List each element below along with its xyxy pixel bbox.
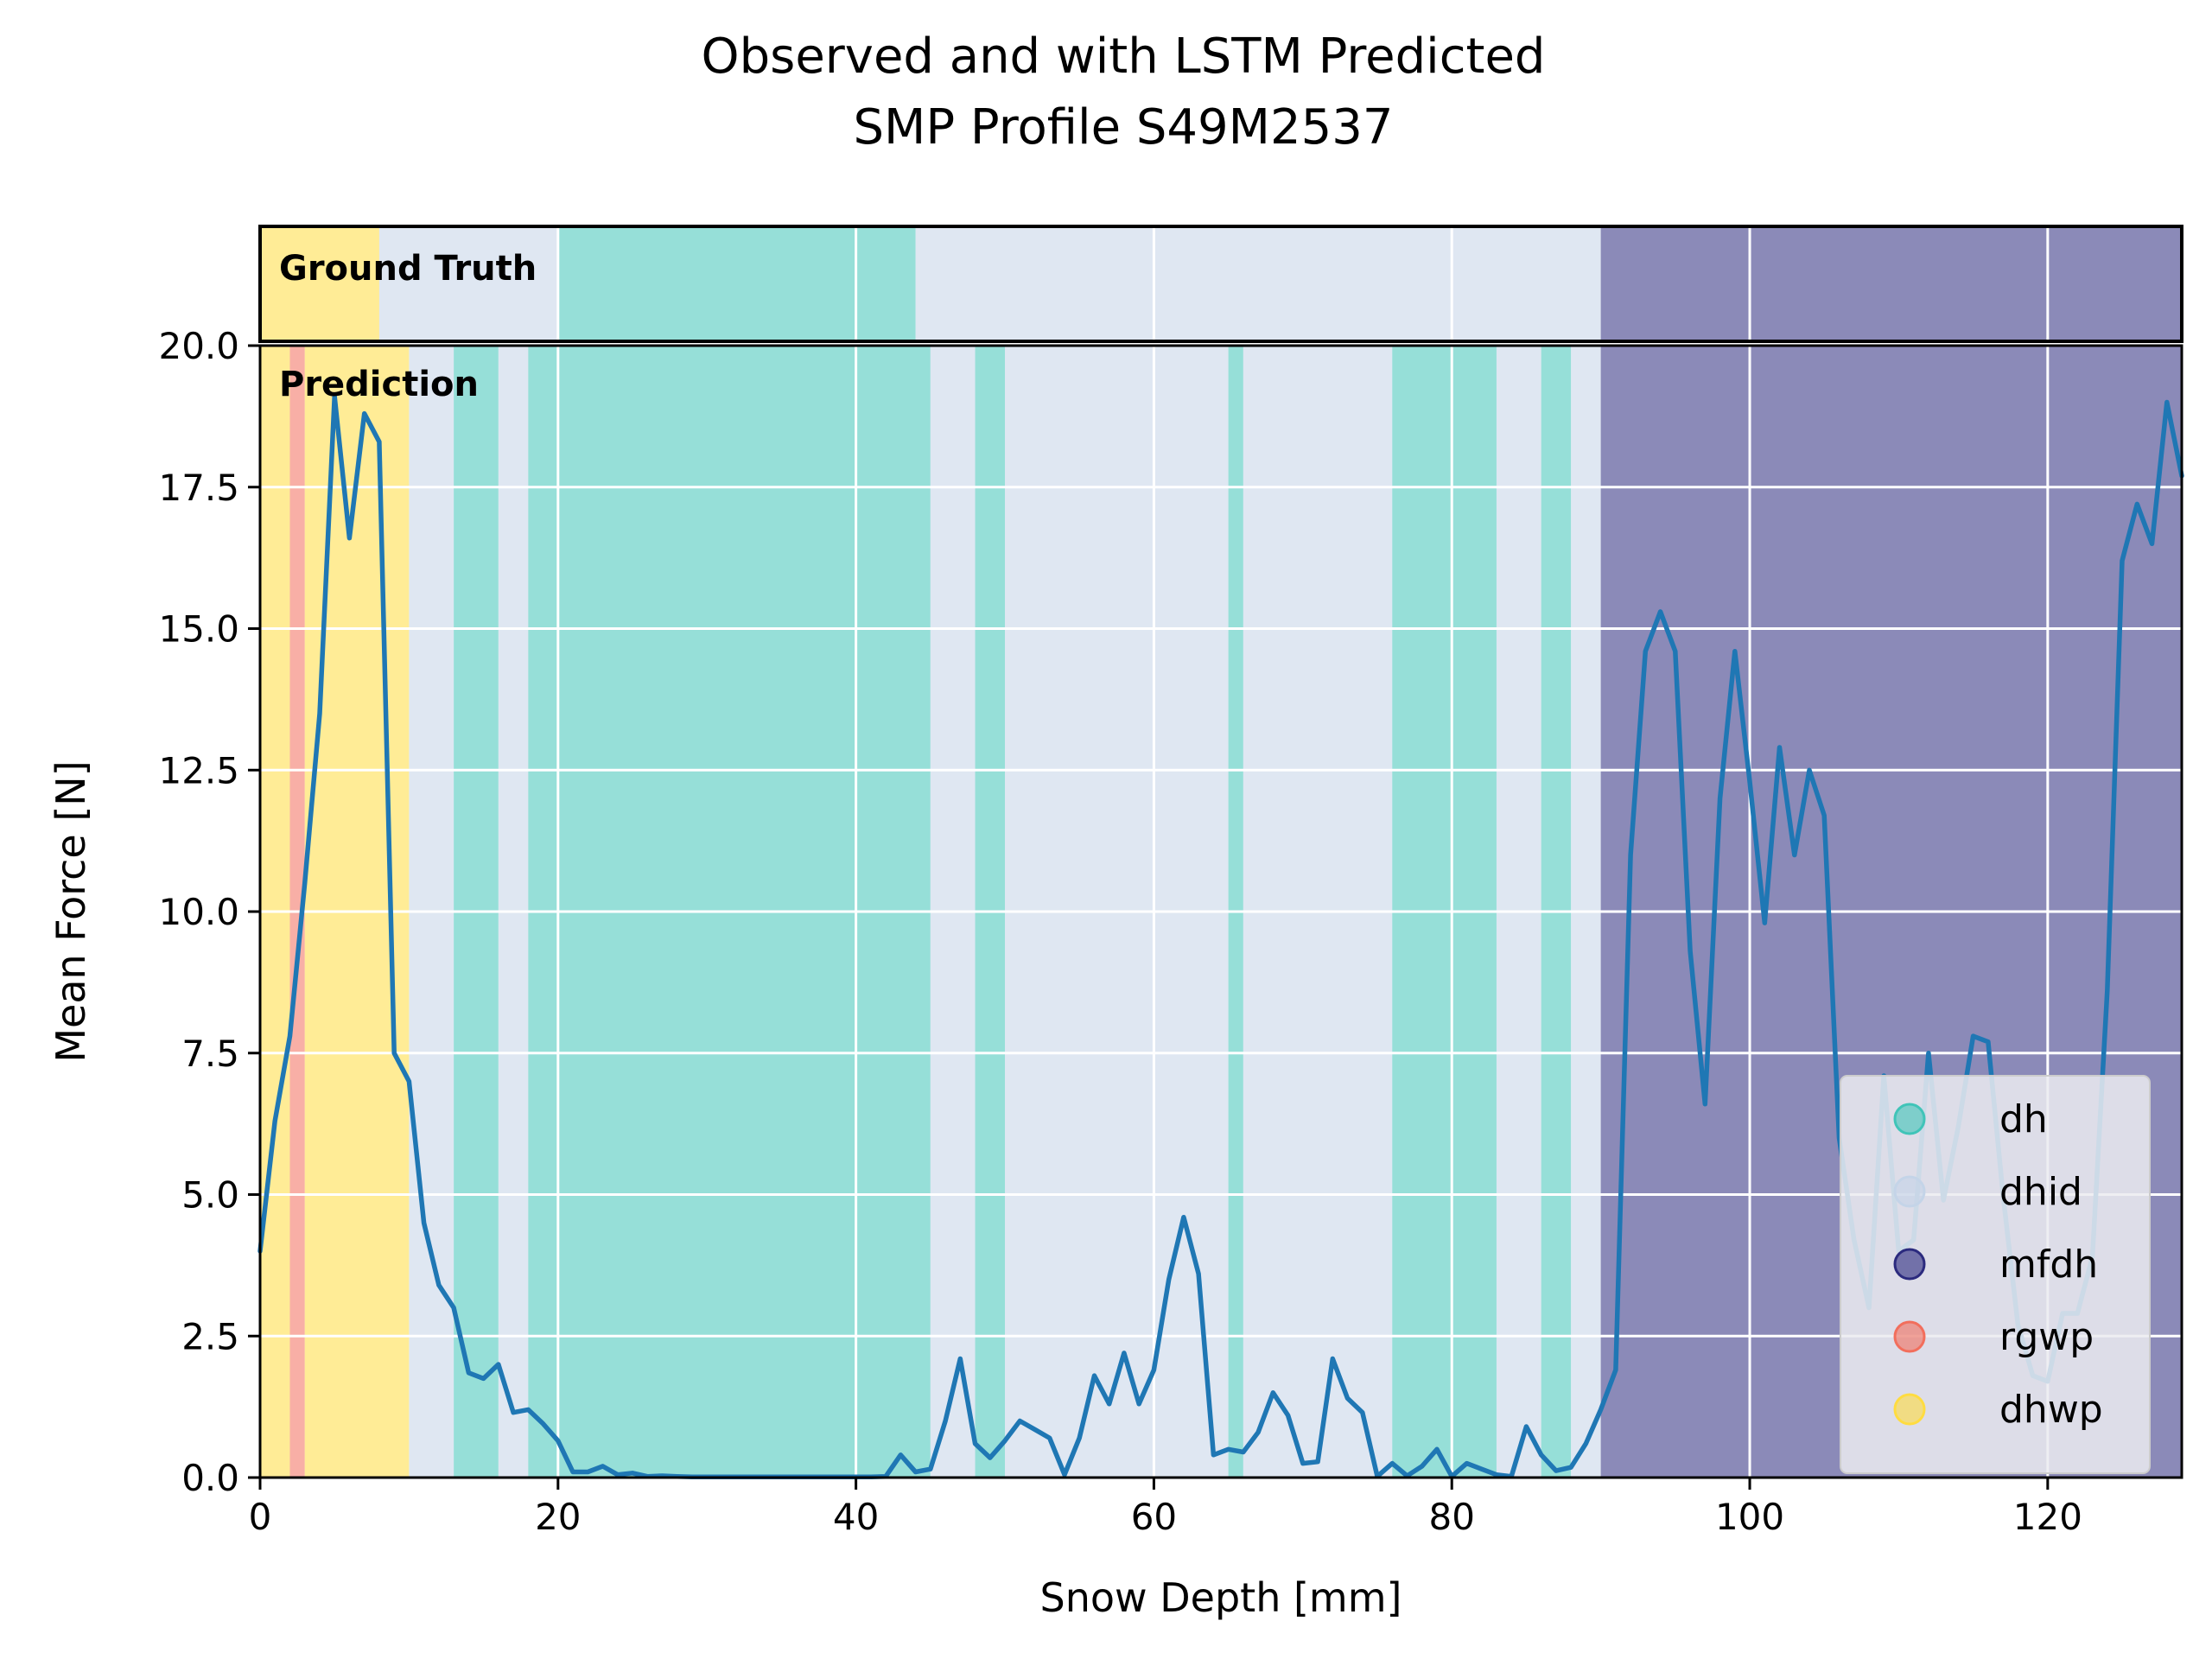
y-tick-label: 2.5 xyxy=(181,1315,239,1357)
y-axis-label: Mean Force [N] xyxy=(48,760,94,1062)
x-tick-label: 120 xyxy=(2013,1496,2082,1538)
x-tick-label: 80 xyxy=(1428,1496,1474,1538)
x-tick-label: 0 xyxy=(249,1496,272,1538)
ground-truth-band-mfdh xyxy=(1600,226,2182,341)
legend-box xyxy=(1840,1075,2151,1474)
legend-label-dhwp: dhwp xyxy=(1999,1388,2103,1432)
legend-marker-rgwp xyxy=(1893,1320,1926,1353)
ground-truth-bands xyxy=(260,226,2182,341)
x-tick-label: 40 xyxy=(833,1496,879,1538)
x-tick-label: 100 xyxy=(1715,1496,1784,1538)
y-tick-label: 5.0 xyxy=(181,1174,239,1217)
y-axis: 0.0 2.5 5.0 7.5 10.0 12.5 15.0 17.5 20.0 xyxy=(158,325,260,1499)
y-tick-label: 12.5 xyxy=(158,749,239,791)
prediction-label: Prediction xyxy=(279,365,479,404)
ground-truth-band-dhwp xyxy=(260,226,379,341)
x-axis: 0 20 40 60 80 100 120 xyxy=(249,1478,2082,1538)
legend-label-mfdh: mfdh xyxy=(1999,1243,2098,1287)
chart-subtitle: SMP Profile S49M2537 xyxy=(854,99,1394,156)
x-tick-label: 60 xyxy=(1131,1496,1177,1538)
legend-marker-dh xyxy=(1893,1103,1926,1135)
legend-label-dhid: dhid xyxy=(1999,1170,2082,1214)
ground-truth-label: Ground Truth xyxy=(279,249,537,289)
ground-truth-band-dhid xyxy=(378,226,558,341)
legend-marker-dhid xyxy=(1893,1175,1926,1208)
ground-truth-frame xyxy=(258,225,2183,343)
ground-truth-band-dh xyxy=(557,226,916,341)
y-tick-label: 17.5 xyxy=(158,467,239,509)
x-axis-label: Snow Depth [mm] xyxy=(1040,1574,1402,1621)
y-tick-label: 0.0 xyxy=(181,1457,239,1499)
legend: dh dhid mfdh rgwp dhwp xyxy=(1840,1075,2151,1474)
chart-title: Observed and with LSTM Predicted xyxy=(702,29,1546,85)
legend-label-dh: dh xyxy=(1999,1097,2048,1141)
ground-truth-band-dhid xyxy=(915,226,1601,341)
y-tick-label: 20.0 xyxy=(158,325,239,367)
legend-label-rgwp: rgwp xyxy=(1999,1315,2094,1359)
y-tick-label: 10.0 xyxy=(158,891,239,933)
y-tick-label: 15.0 xyxy=(158,608,239,651)
y-tick-label: 7.5 xyxy=(181,1033,239,1075)
legend-marker-dhwp xyxy=(1893,1393,1926,1426)
legend-marker-mfdh xyxy=(1893,1248,1926,1281)
x-tick-label: 20 xyxy=(535,1496,581,1538)
